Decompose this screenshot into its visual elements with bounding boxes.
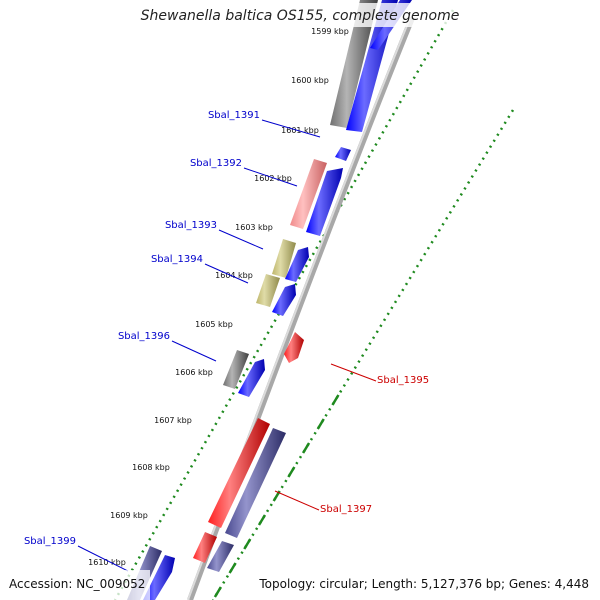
gene-red-2 [208,418,270,528]
gene-label[interactable]: Sbal_1395 [377,375,429,386]
tick-label: 1609 kbp [110,511,148,520]
gene-labels: Sbal_1391 Sbal_1392 Sbal_1393 Sbal_1394 Sbal… [0,3,600,600]
gene-blue-4 [285,247,309,282]
gene-label[interactable]: Sbal_1391 [208,110,260,121]
tick-guide-lines [113,9,515,600]
gene-gray-2 [223,350,249,389]
tick-label: 1599 kbp [311,27,349,36]
gene-label-connector [261,119,321,138]
tick-label: 1610 kbp [88,558,126,567]
gene-olive-1 [272,239,296,278]
minor-tick [316,418,325,430]
gene-label[interactable]: Sbal_1392 [190,158,242,169]
title-backdrop [140,3,465,27]
gene-label[interactable]: Sbal_1399 [24,536,76,547]
outer-tick-guide [113,9,455,600]
gene-blue-5 [272,284,296,316]
minor-tick [287,466,296,478]
tick-label: 1602 kbp [254,174,292,183]
gene-label-connector [204,263,249,284]
gene-pink [290,159,327,229]
tick-label: 1601 kbp [281,126,319,135]
minor-tick [331,394,340,406]
gene-label-connector [330,363,377,382]
gene-blue-6 [238,359,265,397]
gene-label-connector [77,545,129,572]
minor-tick [243,538,252,550]
gene-label-connector [171,340,217,362]
tick-label: 1603 kbp [235,223,273,232]
tick-label: 1606 kbp [175,368,213,377]
gene-olive-2 [256,274,280,307]
gene-label[interactable]: Sbal_1397 [320,504,372,515]
gene-label-connector [274,490,320,511]
gene-slate-2 [207,541,234,572]
footer-right-backdrop [255,570,600,600]
gene-label[interactable]: Sbal_1393 [165,220,217,231]
gene-blue-3 [306,168,343,236]
tick-label: 1600 kbp [291,76,329,85]
tick-label: 1604 kbp [215,271,253,280]
gene-label-connector [243,167,298,187]
inner-tick-guide [211,109,515,600]
gene-gray-1 [330,0,378,128]
minor-tick [257,514,267,526]
gene-red-1 [284,332,304,363]
footer-left-backdrop [0,570,150,600]
tick-label: 1608 kbp [132,463,170,472]
tick-label: 1605 kbp [195,320,233,329]
kbp-tick-labels: 1599 kbp 1600 kbp 1601 kbp 1602 kbp 1603 kbp… [88,27,349,567]
map-title: Shewanella baltica OS155, complete genom… [140,8,460,24]
topology-text: Topology: circular; Length: 5,127,376 bp… [259,577,589,591]
tick-label: 1607 kbp [154,416,192,425]
minor-tick [301,442,311,454]
gene-label-connector [218,229,264,250]
gene-red-3 [193,532,217,563]
gene-label[interactable]: Sbal_1394 [151,254,203,265]
minor-tick [213,586,222,598]
gene-slate-1 [225,428,286,538]
gene-blue-2 [335,147,351,161]
gene-label[interactable]: Sbal_1396 [118,331,170,342]
gene-blue-7 [143,555,175,600]
minor-tick [228,562,237,574]
accession-text: Accession: NC_009052 [9,577,146,591]
